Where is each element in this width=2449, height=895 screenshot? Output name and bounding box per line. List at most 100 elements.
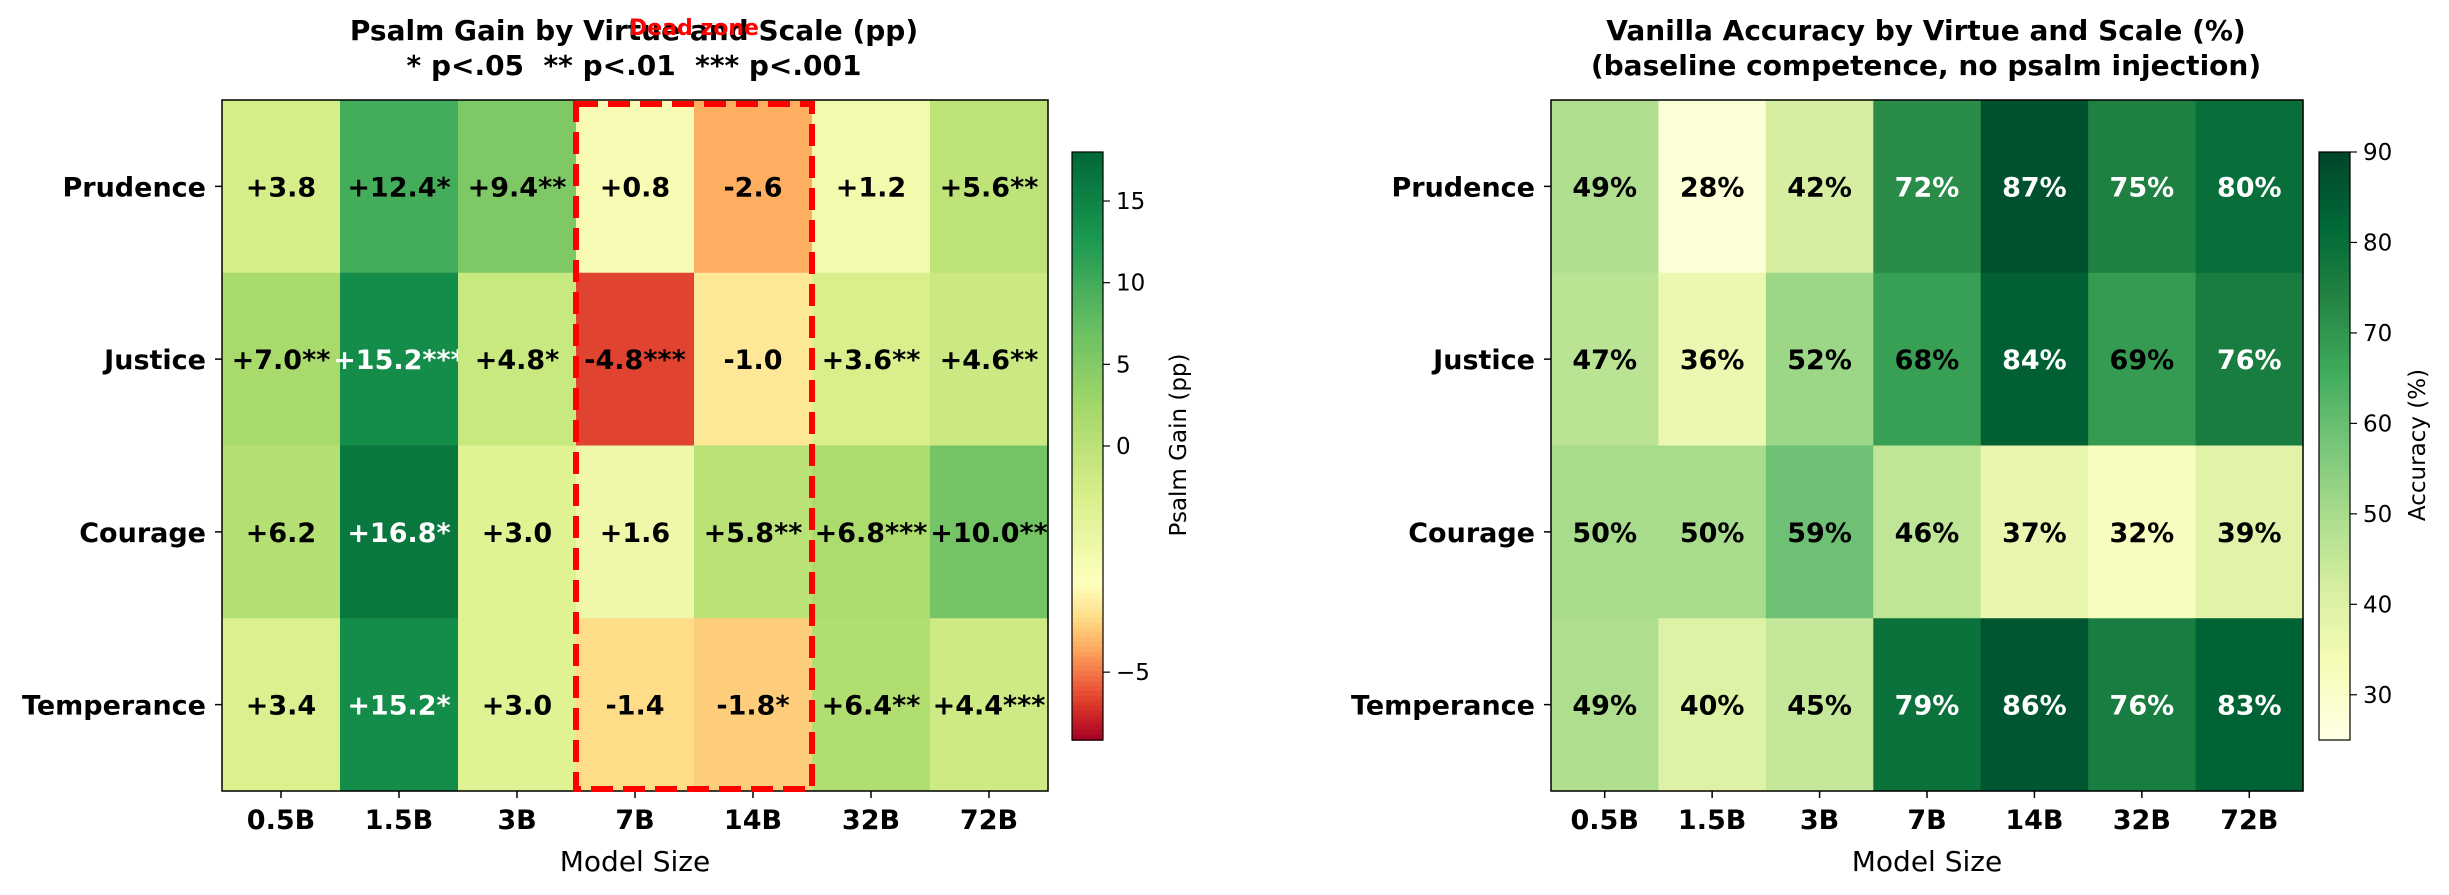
colorbar-segment [2319,152,2350,158]
heatmap-cell [222,618,341,792]
colorbar-segment [2319,514,2350,521]
colorbar-segment [2319,201,2350,207]
colorbar-segment [2319,558,2350,565]
colorbar-segment [1072,303,1103,310]
colorbar-frame [2318,151,2351,741]
cell-value-label: 36% [1680,345,1745,376]
colorbar-segment [2319,681,2350,687]
heatmap-cell [1551,100,1660,274]
colorbar-segment [2319,548,2350,555]
colorbar-segment [1072,205,1103,212]
colorbar-segment [2319,343,2350,349]
colorbar-segment [1072,573,1103,580]
colorbar-segment [1072,186,1103,192]
colorbar-segment [1072,401,1103,408]
colorbar-segment [2319,308,2350,315]
heatmap-cell [340,272,459,447]
colorbar-segment [1072,333,1103,339]
cell-value-label: 40% [1680,691,1745,722]
colorbar-segment [2319,632,2350,638]
cell-value-label: -1.4 [605,691,664,722]
colorbar-segment [1072,225,1103,232]
colorbar-segment [2319,578,2350,584]
heatmap-cell [222,445,341,619]
cell-value-label: +3.8 [246,172,316,203]
heatmap-cell [458,445,577,619]
colorbar-segment [1072,387,1103,393]
x-tick-labels: 0.5B 1.5B 3B 7B 14B 32B 72B [1571,791,2278,836]
heatmap-cell [930,618,1049,792]
cell-value-label: +3.4 [246,691,316,722]
colorbar-segment [2319,534,2350,540]
chart-title: Psalm Gain by Virtue and Scale (pp) [350,14,918,47]
colorbar-segment [2319,382,2350,388]
heatmap-cell [2195,445,2304,619]
colorbar-segment [1072,426,1103,433]
colorbar-segment [2319,328,2350,335]
heatmap-cell [458,272,577,447]
colorbar-segment [2319,181,2350,188]
colorbar-segment [2319,240,2350,246]
colorbar-segment [2319,416,2350,423]
colorbar-segment [1072,269,1103,276]
cell-value-label: +9.4** [468,172,567,203]
x-tick-label: 32B [842,805,900,836]
colorbar-segment [2319,686,2350,692]
heatmap-cell [1873,272,1982,447]
heatmap-cell [694,618,813,792]
colorbar-segment [1072,651,1103,658]
colorbar-segment [2319,156,2350,163]
colorbar-segment [2319,602,2350,609]
x-tick-label: 1.5B [1678,805,1746,836]
heatmap-cell [1980,618,2089,792]
colorbar-segment [1072,230,1103,237]
heatmap-cell [694,100,813,274]
colorbar-segment [2319,725,2350,731]
colorbar-segment [2319,294,2350,300]
cell-value-label: 69% [2110,345,2175,376]
colorbar-segment [1072,735,1103,741]
y-tick-label: Temperance [22,691,206,722]
cell-value-label: +6.8*** [815,518,928,549]
colorbar-tick-label: 0 [1116,434,1131,460]
colorbar-segment [2319,691,2350,697]
colorbar-segment [1072,588,1103,594]
colorbar-segment [1072,465,1103,472]
colorbar-segment [2319,171,2350,178]
colorbar-segment [1072,597,1103,604]
dead-zone-highlight [573,101,815,792]
colorbar-segment [2319,612,2350,619]
colorbar-segment [2319,480,2350,486]
cell-value-label: +1.2 [836,172,906,203]
colorbar-segment [1072,362,1103,369]
colorbar-segment [2319,676,2350,682]
colorbar-segment [2319,485,2350,491]
psalm-gain-heatmap-panel: Psalm Gain by Virtue and Scale (pp) * p<… [22,14,1192,878]
heatmap-cell [812,445,931,619]
colorbar-segment [1072,382,1103,388]
colorbar-segment [1072,377,1103,384]
colorbar-tick-label: 80 [2363,230,2392,256]
cell-value-label: 59% [1787,518,1852,549]
x-tick-label: 0.5B [1571,805,1639,836]
colorbar-segment [1072,446,1103,452]
x-tick-label: 14B [2005,805,2063,836]
cell-value-label: +3.0 [482,518,552,549]
cell-value-label: 76% [2217,345,2282,376]
colorbar-segment [2319,274,2350,281]
colorbar-segment [2319,465,2350,472]
heatmap-cell [1980,100,2089,274]
colorbar-segment [1072,553,1103,560]
colorbar-segment [2319,695,2350,702]
colorbar-segment [2319,544,2350,550]
colorbar-segment [2319,735,2350,741]
colorbar-segment [2319,186,2350,192]
heatmap-cell [1873,100,1982,274]
cell-value-label: 75% [2110,172,2175,203]
colorbar-segment [2319,303,2350,310]
colorbar-segment [2319,573,2350,580]
heatmap-cell [1658,445,1767,619]
heatmap-cell [1551,618,1660,792]
colorbar-segment [1072,254,1103,261]
